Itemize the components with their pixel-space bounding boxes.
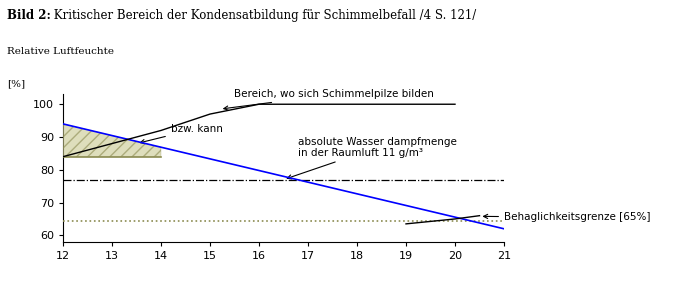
Text: Bereich, wo sich Schimmelpilze bilden: Bereich, wo sich Schimmelpilze bilden [224, 89, 435, 110]
Text: bzw. kann: bzw. kann [141, 124, 223, 144]
Text: Behaglichkeitsgrenze [65%]: Behaglichkeitsgrenze [65%] [484, 212, 650, 222]
Text: absolute Wasser dampfmenge
in der Raumluft 11 g/m³: absolute Wasser dampfmenge in der Raumlu… [287, 137, 457, 179]
Text: Bild 2:: Bild 2: [7, 9, 51, 22]
Text: Kritischer Bereich der Kondensatbildung für Schimmelbefall /4 S. 121/: Kritischer Bereich der Kondensatbildung … [50, 9, 477, 22]
Polygon shape [63, 124, 161, 157]
Text: Relative Luftfeuchte: Relative Luftfeuchte [7, 47, 114, 56]
Text: [%]: [%] [7, 80, 25, 89]
